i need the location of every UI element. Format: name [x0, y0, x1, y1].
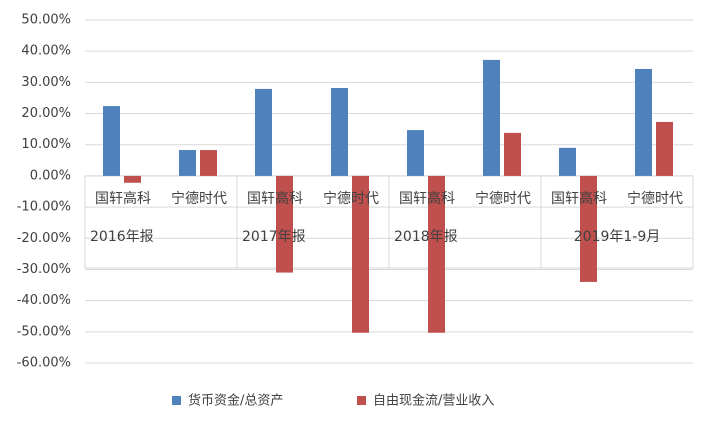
- y-tick-label: -10.00%: [17, 200, 71, 215]
- legend-label: 货币资金/总资产: [188, 393, 283, 409]
- bar: [179, 150, 196, 176]
- bar: [276, 175, 293, 273]
- x-tick-label: 国轩高科: [399, 190, 455, 207]
- bar: [483, 59, 500, 176]
- y-tick-label: 50.00%: [21, 13, 71, 28]
- bar: [124, 175, 141, 183]
- x-tick-label: 宁德时代: [171, 190, 227, 207]
- bar: [200, 150, 217, 176]
- group-label: 2016年报: [90, 229, 154, 245]
- x-tick-label: 国轩高科: [551, 190, 607, 207]
- y-tick-label: 20.00%: [21, 106, 71, 121]
- legend-swatch: [357, 396, 366, 405]
- group-label: 2018年报: [394, 229, 458, 245]
- x-tick-label: 宁德时代: [475, 190, 531, 207]
- x-tick-label: 宁德时代: [627, 190, 683, 207]
- bar: [352, 175, 369, 333]
- bar: [407, 130, 424, 176]
- bar: [428, 175, 445, 333]
- bar: [580, 175, 597, 282]
- bar: [656, 121, 673, 176]
- y-tick-label: -60.00%: [17, 356, 71, 371]
- y-tick-label: 40.00%: [21, 44, 71, 59]
- bar: [504, 132, 521, 176]
- y-tick-label: 10.00%: [21, 137, 71, 152]
- y-tick-label: -40.00%: [17, 293, 71, 308]
- group-label: 2019年1-9月: [574, 229, 661, 245]
- legend-swatch: [172, 396, 181, 405]
- bar: [255, 88, 272, 176]
- y-tick-label: -20.00%: [17, 231, 71, 246]
- group-label: 2017年报: [242, 229, 306, 245]
- bar: [559, 147, 576, 176]
- legend-label: 自由现金流/营业收入: [373, 393, 494, 409]
- y-tick-label: 30.00%: [21, 75, 71, 90]
- x-tick-label: 国轩高科: [95, 190, 151, 207]
- bar: [103, 106, 120, 176]
- x-tick-label: 宁德时代: [323, 190, 379, 207]
- bar: [635, 68, 652, 176]
- y-tick-label: -30.00%: [17, 262, 71, 277]
- y-tick-label: -50.00%: [17, 324, 71, 339]
- bar: [331, 87, 348, 176]
- x-tick-label: 国轩高科: [247, 190, 303, 207]
- y-tick-label: 0.00%: [30, 168, 71, 183]
